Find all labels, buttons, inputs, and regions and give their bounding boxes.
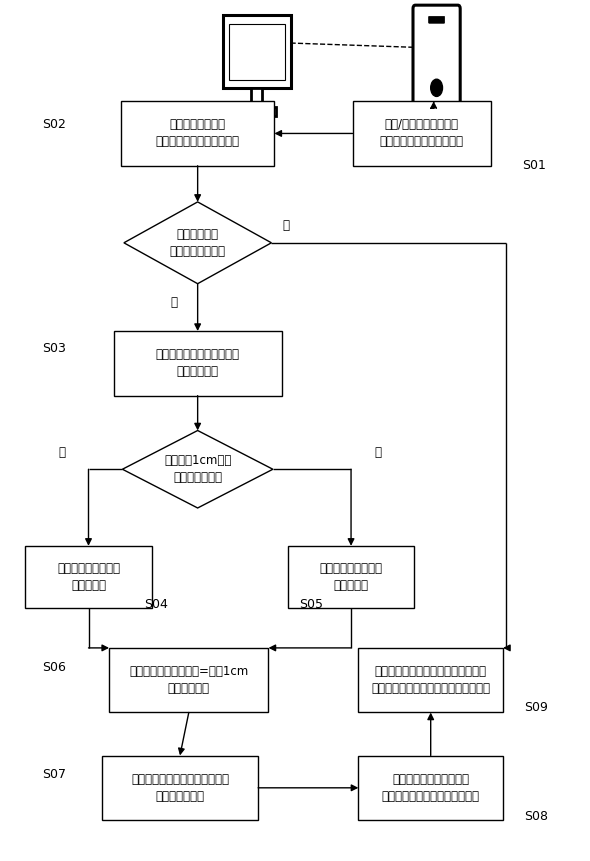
Polygon shape [124,201,271,284]
Text: 是: 是 [171,296,178,309]
FancyBboxPatch shape [114,331,282,396]
FancyBboxPatch shape [251,88,262,107]
Text: S08: S08 [524,809,548,823]
Text: 由校准换算模块自动换算
得到校准后的终端屏幕视标尺寸: 由校准换算模块自动换算 得到校准后的终端屏幕视标尺寸 [382,773,480,802]
Text: S03: S03 [42,342,66,356]
FancyBboxPatch shape [121,102,274,165]
Text: 长: 长 [58,446,65,459]
FancyBboxPatch shape [25,546,152,608]
Text: 手动操作校准调节按
键减少像素: 手动操作校准调节按 键减少像素 [57,562,120,592]
FancyBboxPatch shape [237,107,276,115]
Text: 注册/登陆视力检测系统
建立终端屏幕的硬件信息档: 注册/登陆视力检测系统 建立终端屏幕的硬件信息档 [380,119,464,148]
Text: 当参考线段的显示长度=量尺1cm
进行校准确认: 当参考线段的显示长度=量尺1cm 进行校准确认 [129,666,248,695]
Text: 每次使用终端屏幕
均核对终端屏幕的硬件信息: 每次使用终端屏幕 均核对终端屏幕的硬件信息 [156,119,240,148]
FancyBboxPatch shape [352,102,491,165]
FancyBboxPatch shape [109,647,268,713]
Circle shape [431,79,442,96]
Text: 否: 否 [283,220,290,232]
Text: S07: S07 [42,768,67,782]
Text: 短: 短 [374,446,381,459]
Text: S09: S09 [524,701,548,715]
FancyBboxPatch shape [358,756,503,820]
Text: 将终端屏幕的校准数据上传至数
据存储模块存储: 将终端屏幕的校准数据上传至数 据存储模块存储 [131,773,229,802]
Text: 手动操作校准调节按
键增加像素: 手动操作校准调节按 键增加像素 [320,562,382,592]
FancyBboxPatch shape [413,5,460,107]
FancyBboxPatch shape [229,23,284,79]
Text: S06: S06 [42,660,66,674]
Text: 在初始校准窗口对终端屏幕
进行初始校准: 在初始校准窗口对终端屏幕 进行初始校准 [156,349,240,378]
FancyBboxPatch shape [428,16,445,23]
FancyBboxPatch shape [288,546,414,608]
Text: 自动判断是否
首次用于显示视标: 自动判断是否 首次用于显示视标 [170,228,225,257]
Text: 用量尺的1cm比量
屏幕上的参考线: 用量尺的1cm比量 屏幕上的参考线 [164,455,231,484]
Text: S01: S01 [522,158,546,172]
FancyBboxPatch shape [101,756,258,820]
Text: S04: S04 [145,598,168,611]
Text: S02: S02 [42,118,66,132]
FancyBboxPatch shape [223,15,290,88]
FancyBboxPatch shape [358,647,503,713]
Polygon shape [123,430,273,508]
Text: S05: S05 [299,598,323,611]
Text: 将换算好的视标按校准后的尺寸大小
缓存于终端以便检测时能快捷显示视标: 将换算好的视标按校准后的尺寸大小 缓存于终端以便检测时能快捷显示视标 [371,666,490,695]
